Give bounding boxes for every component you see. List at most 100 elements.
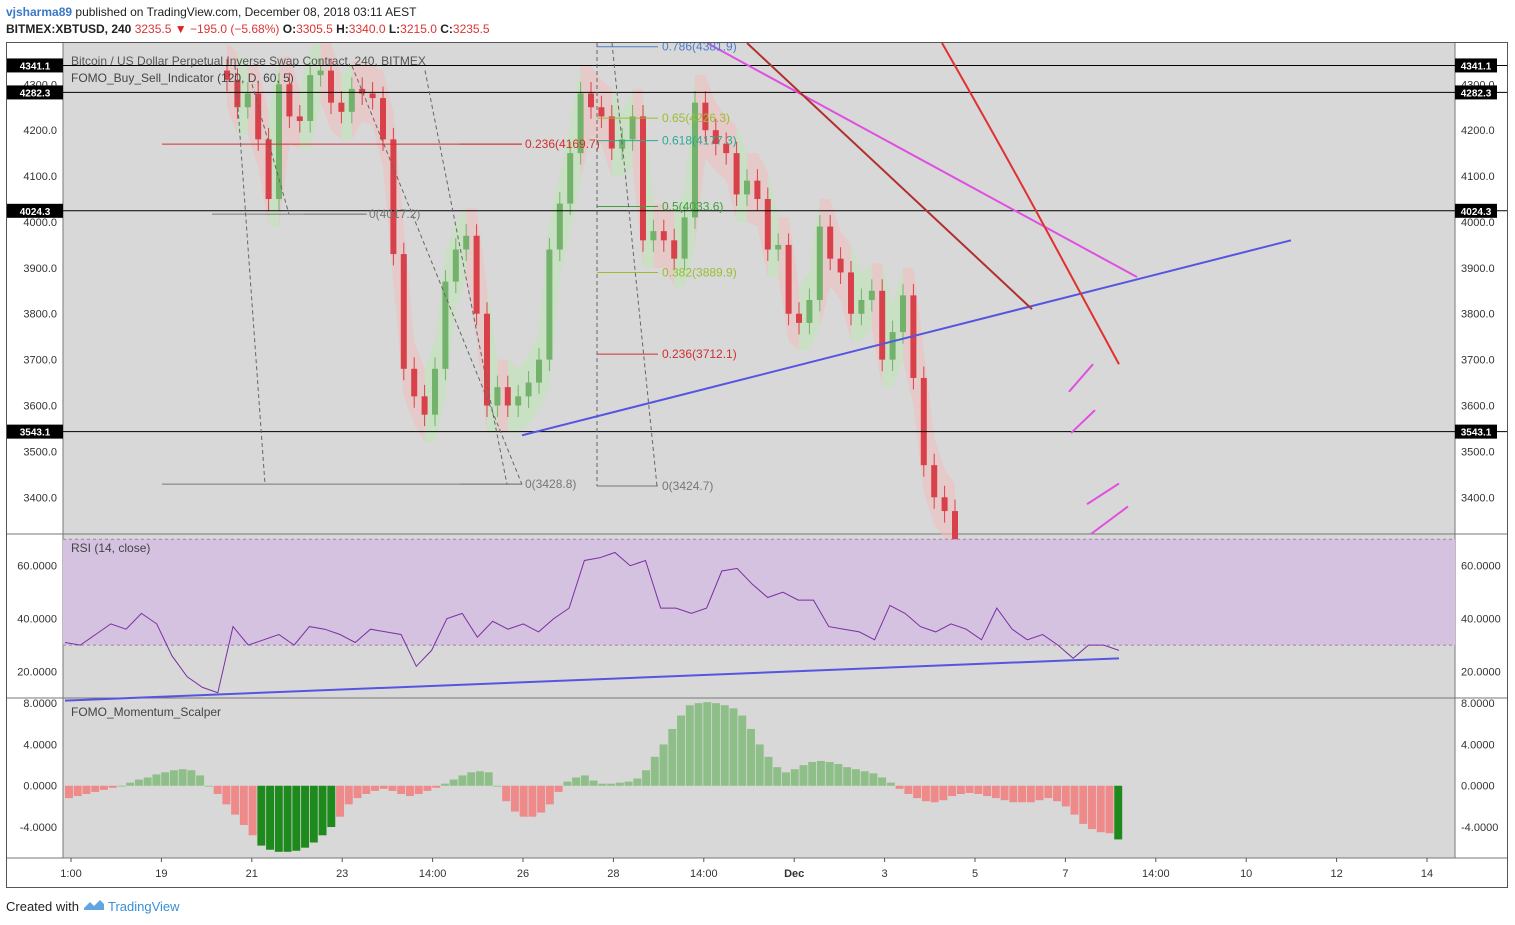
momentum-bar [397, 785, 406, 794]
price-tick-label-left: 3400.0 [23, 492, 57, 504]
level-tag-left-bg [7, 85, 63, 100]
rsi-trendline [64, 657, 1120, 702]
candle-body [848, 272, 854, 314]
momentum-bar [895, 785, 904, 789]
close-value: 3235.5 [452, 22, 490, 36]
level-tag-right: 3543.1 [1461, 428, 1492, 439]
candle-body [806, 299, 813, 323]
fib-level-label: 0.786(4381.9) [662, 43, 737, 54]
publish-info: vjsharma89 published on TradingView.com,… [6, 4, 490, 21]
level-tag-right: 4341.1 [1461, 61, 1492, 72]
momentum-tick-label-left: 4.0000 [23, 739, 57, 751]
candle-body [660, 231, 667, 241]
momentum-bar [720, 705, 729, 786]
time-tick-label: Dec [784, 868, 804, 880]
indicator-band-segment [674, 189, 685, 287]
time-tick-label: 1:00 [60, 868, 81, 880]
indicator-band-segment [611, 88, 623, 177]
indicator-band-segment [455, 208, 467, 310]
momentum-bar [1044, 785, 1053, 799]
momentum-bar [143, 777, 152, 786]
indicator-band-segment [861, 263, 872, 342]
indicator-band-segment [289, 56, 300, 149]
momentum-bar [904, 785, 913, 794]
fib-dashed-line [424, 70, 508, 485]
time-tick-label: 21 [246, 868, 258, 880]
indicator-band-segment [424, 341, 435, 443]
chart-frame[interactable]: 3400.0 3400.0 3500.0 3500.0 3600.0 3600.0 3700… [6, 40, 1508, 888]
momentum-bar [712, 703, 720, 786]
indicator-band-segment [622, 88, 633, 177]
momentum-tick-label-right: 0.0000 [1461, 781, 1495, 793]
momentum-bar [939, 785, 948, 801]
fib-level-label: 0.65(4226.3) [662, 111, 730, 125]
momentum-bar [921, 785, 930, 802]
momentum-bar [790, 769, 799, 786]
candle-body [307, 75, 314, 122]
chart-svg[interactable]: 3400.0 3400.0 3500.0 3500.0 3600.0 3600.0 3700… [7, 40, 1507, 887]
indicator-band-segment [799, 272, 810, 351]
low-value: 3215.0 [400, 22, 437, 36]
momentum-bar [1114, 785, 1123, 840]
price-tick-label-left: 4100.0 [23, 171, 57, 183]
candle-body [588, 93, 594, 108]
momentum-bar [1061, 785, 1070, 807]
momentum-bar [196, 775, 205, 786]
momentum-bar [467, 772, 476, 786]
momentum-bar [388, 785, 397, 791]
candle-body [681, 217, 688, 259]
momentum-bar [99, 785, 108, 790]
momentum-bar [318, 785, 327, 836]
momentum-bar [747, 728, 755, 786]
candle-body [421, 396, 428, 415]
indicator-band-segment [507, 359, 519, 434]
momentum-bar [248, 785, 257, 836]
candle-body [504, 387, 511, 406]
indicator-band-segment [310, 43, 321, 149]
momentum-bar [187, 770, 196, 786]
momentum-bar [615, 782, 624, 786]
price-tick-label-right: 3600.0 [1461, 401, 1495, 413]
tradingview-link[interactable]: TradingView [108, 899, 180, 914]
level-tag-left-bg [7, 424, 63, 439]
momentum-bar [694, 703, 703, 786]
candle-body [827, 226, 834, 259]
level-tag-left: 4024.3 [20, 207, 51, 218]
price-tick-label-right: 4100.0 [1461, 171, 1495, 183]
candle-body [733, 153, 740, 195]
momentum-bar [545, 785, 554, 805]
price-tick-label-left: 3800.0 [23, 309, 57, 321]
publish-text: published on TradingView.com, December 0… [75, 5, 417, 19]
indicator-band-segment [934, 437, 945, 539]
momentum-bar [843, 767, 852, 786]
momentum-bar [650, 756, 659, 786]
indicator-band-segment [372, 65, 383, 167]
momentum-bar [510, 785, 519, 812]
momentum-bar [379, 785, 388, 789]
price-tick-label-left: 4200.0 [23, 125, 57, 137]
candle-body [858, 299, 865, 314]
author-link[interactable]: vjsharma89 [6, 5, 73, 19]
tradingview-logo-icon [83, 899, 108, 914]
candle-body [494, 387, 501, 406]
level-tag-left: 4341.1 [20, 61, 51, 72]
candle-body [640, 116, 646, 241]
candle-body [432, 368, 438, 415]
price-tick-label-left: 4000.0 [23, 217, 57, 229]
momentum-bar [82, 785, 91, 794]
momentum-bar [292, 785, 301, 851]
momentum-bar [519, 785, 528, 817]
momentum-bar [449, 779, 458, 786]
indicator-band-segment [767, 171, 779, 278]
rsi-line [64, 551, 1120, 694]
momentum-bar [65, 785, 73, 799]
momentum-bar [956, 785, 965, 794]
indicator-band-segment [299, 47, 311, 149]
momentum-bar [108, 785, 117, 788]
level-tag-left: 4282.3 [20, 88, 51, 99]
price-change: −195.0 (−5.68%) [189, 22, 280, 36]
momentum-bar [502, 785, 511, 802]
indicator-band-segment [851, 244, 862, 342]
fib-level-label: 0(3428.8) [525, 477, 576, 491]
candle-body [868, 290, 875, 300]
